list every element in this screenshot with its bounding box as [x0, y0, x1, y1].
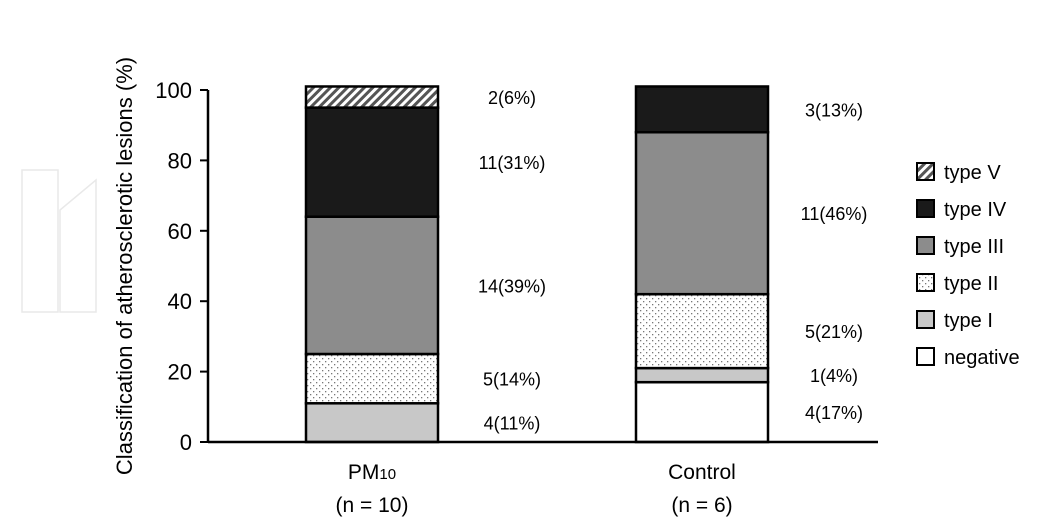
bar-segment-typeIII [304, 215, 440, 356]
legend-label-typeI: type I [944, 310, 993, 332]
legend-swatch-typeIII [916, 236, 935, 255]
data-label: 11(31%) [479, 153, 546, 173]
legend-label-typeIV: type IV [944, 199, 1007, 221]
legend: type V type IV type III type II type I negati… [916, 162, 1020, 369]
legend-label-typeIII: type III [944, 236, 1004, 258]
bar-segment-typeV [304, 85, 440, 109]
bar-segment-negative [634, 380, 770, 444]
legend-swatch-typeIV [916, 199, 935, 218]
category-label: Control [668, 461, 736, 484]
data-label: 14(39%) [478, 276, 546, 296]
y-tick-label: 0 [180, 430, 192, 455]
bar-segment-typeI [304, 402, 440, 444]
data-label: 4(11%) [484, 414, 541, 434]
bar-segment-typeIV [304, 106, 440, 218]
data-label: 5(21%) [805, 322, 863, 342]
category-n-label: (n = 6) [671, 494, 732, 517]
y-tick-label: 20 [168, 360, 192, 385]
bar-segment-typeII [304, 352, 440, 405]
bar-segment-typeII [634, 292, 770, 370]
data-label: 11(46%) [801, 204, 868, 224]
category-n-label: (n = 10) [336, 494, 409, 517]
y-tick-label: 80 [168, 148, 192, 173]
data-labels-layer: 4(11%) 5(14%) 14(39%) 11(31%) 2(6%) 4(17%) 1(4… [478, 88, 867, 434]
y-tick-label: 40 [168, 289, 192, 314]
data-label: 4(17%) [805, 403, 863, 423]
watermark-graphic [21, 169, 97, 313]
x-labels-layer: PM10 (n = 10) Control (n = 6) [336, 461, 736, 517]
legend-label-negative: negative [944, 347, 1020, 369]
data-label: 1(4%) [810, 366, 858, 386]
y-axis-title: Classification of atherosclerotic lesion… [112, 57, 137, 475]
y-tick-label: 100 [155, 78, 192, 103]
bar-segment-typeIV [634, 85, 770, 134]
bars-layer [304, 85, 770, 444]
y-tick-label: 60 [168, 219, 192, 244]
category-label: PM10 [348, 461, 396, 484]
legend-label-typeII: type II [944, 273, 998, 295]
y-ticks-layer: 0 20 40 60 80 100 [155, 78, 208, 455]
data-label: 2(6%) [488, 88, 536, 108]
data-label: 3(13%) [805, 100, 863, 120]
legend-swatch-typeV [916, 162, 935, 181]
bar-segment-typeI [634, 366, 770, 384]
legend-swatch-typeI [916, 310, 935, 329]
legend-swatch-negative [916, 347, 935, 366]
legend-swatch-typeII [916, 273, 935, 292]
legend-label-typeV: type V [944, 162, 1001, 184]
bar-segment-typeIII [634, 130, 770, 296]
data-label: 5(14%) [483, 370, 541, 390]
